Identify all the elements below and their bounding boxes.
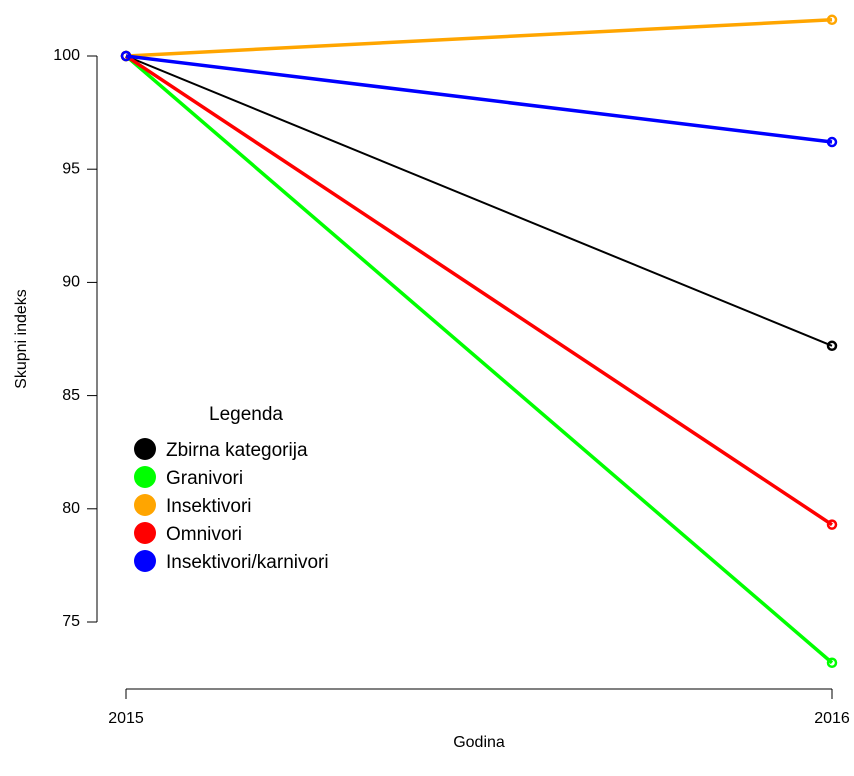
series-group (120, 50, 838, 669)
legend-label: Granivori (166, 468, 243, 489)
y-axis: 75 80 85 90 95 100 (53, 47, 98, 630)
legend-label: Omnivori (166, 524, 242, 545)
legend-marker (134, 522, 156, 544)
legend-marker (134, 466, 156, 488)
y-tick-label: 80 (62, 500, 80, 517)
data-point (826, 136, 838, 148)
legend-marker (134, 550, 156, 572)
y-tick-label: 90 (62, 274, 80, 291)
y-tick-label: 75 (62, 613, 80, 630)
series-layer (120, 14, 838, 669)
x-tick-label: 2016 (814, 710, 850, 727)
legend-label: Zbirna kategorija (166, 440, 308, 461)
y-tick-label: 100 (53, 47, 80, 64)
data-point (826, 657, 838, 669)
y-axis-title: Skupni indeks (13, 289, 30, 389)
data-point (826, 340, 838, 352)
x-axis: 2015 2016 (108, 688, 850, 727)
data-point (120, 50, 132, 62)
x-tick-label: 2015 (108, 710, 144, 727)
legend-label: Insektivori/karnivori (166, 552, 329, 573)
series-line (125, 54, 833, 144)
legend-label: Insektivori (166, 496, 252, 517)
legend-title: Legenda (209, 404, 283, 425)
legend-marker (134, 494, 156, 516)
x-axis-title: Godina (453, 734, 505, 751)
legend-marker (134, 438, 156, 460)
series-group (120, 50, 838, 148)
y-tick-label: 85 (62, 387, 80, 404)
series-group (120, 50, 838, 352)
series-group (120, 14, 838, 62)
series-line (125, 18, 833, 58)
legend: Legenda Zbirna kategorija Granivori Insekt… (134, 404, 329, 573)
data-point (826, 519, 838, 530)
series-line (124, 54, 834, 665)
y-tick-label: 95 (62, 160, 80, 177)
data-point (826, 14, 838, 26)
series-line (125, 54, 833, 527)
series-line (125, 55, 833, 347)
